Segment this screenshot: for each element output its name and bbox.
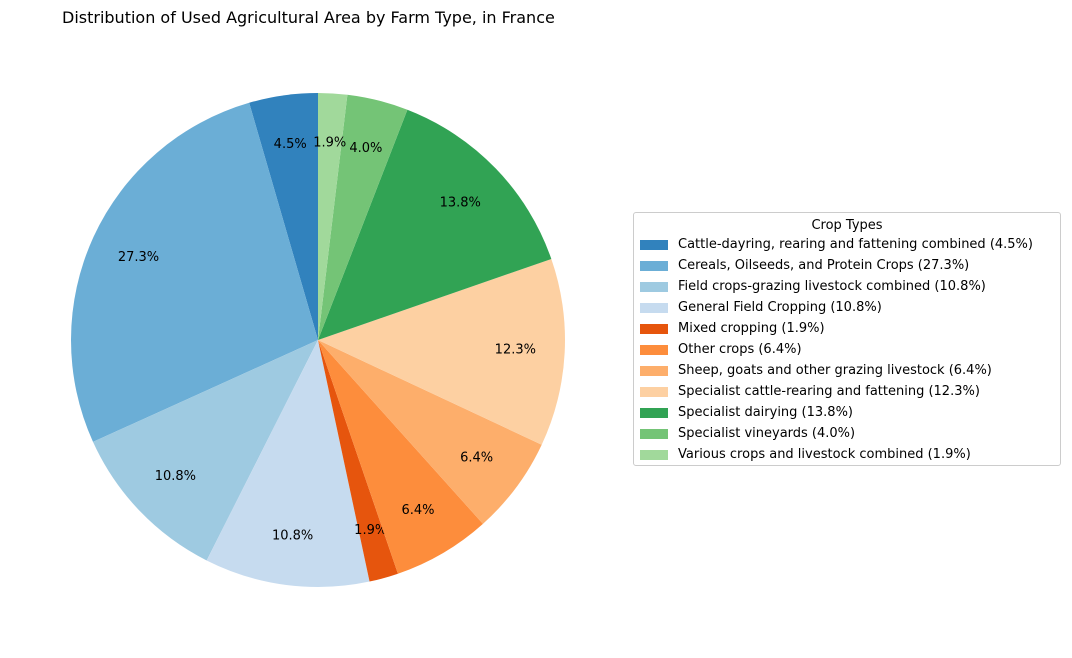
legend: Crop Types Cattle-dayring, rearing and f… <box>633 212 1061 466</box>
legend-swatch <box>640 260 668 271</box>
slice-percent-label: 13.8% <box>440 195 481 210</box>
legend-item: Cattle-dayring, rearing and fattening co… <box>634 234 1060 255</box>
pie-slice <box>318 92 348 340</box>
legend-swatch <box>640 428 668 439</box>
legend-item: General Field Cropping (10.8%) <box>634 297 1060 318</box>
pie-slice <box>318 258 565 445</box>
pie-slice <box>318 340 483 574</box>
legend-swatch <box>640 344 668 355</box>
legend-label: Specialist dairying (13.8%) <box>678 405 853 420</box>
legend-item: Cereals, Oilseeds, and Protein Crops (27… <box>634 255 1060 276</box>
slice-percent-label: 4.5% <box>274 137 307 152</box>
slice-percent-label: 1.9% <box>354 523 387 538</box>
pie-slice <box>318 340 542 524</box>
legend-item: Sheep, goats and other grazing livestock… <box>634 360 1060 381</box>
legend-swatch <box>640 239 668 250</box>
pie-slice <box>249 93 318 340</box>
legend-swatch <box>640 281 668 292</box>
pie-slice <box>318 109 552 340</box>
legend-item: Specialist vineyards (4.0%) <box>634 423 1060 444</box>
pie-slice <box>93 340 318 561</box>
legend-item: Field crops-grazing livestock combined (… <box>634 276 1060 297</box>
pie-slice <box>206 340 370 588</box>
slice-percent-label: 6.4% <box>401 503 434 518</box>
legend-item: Specialist cattle-rearing and fattening … <box>634 381 1060 402</box>
slice-percent-label: 27.3% <box>118 250 159 265</box>
slice-percent-label: 1.9% <box>313 135 346 150</box>
legend-item: Mixed cropping (1.9%) <box>634 318 1060 339</box>
slice-percent-label: 12.3% <box>495 343 536 358</box>
legend-label: General Field Cropping (10.8%) <box>678 300 882 315</box>
legend-swatch <box>640 302 668 313</box>
slice-percent-label: 10.8% <box>155 469 196 484</box>
pie-chart: 4.5% 27.3% 10.8% 10.8% 1.9% 6.4% 6.4% 12.3% 13.8… <box>71 92 565 588</box>
legend-swatch <box>640 407 668 418</box>
legend-swatch <box>640 365 668 376</box>
slice-percent-label: 4.0% <box>349 141 382 156</box>
legend-swatch <box>640 449 668 460</box>
legend-title: Crop Types <box>811 218 883 233</box>
pie-slice <box>318 94 408 340</box>
pie-slice <box>71 102 318 442</box>
legend-label: Cattle-dayring, rearing and fattening co… <box>678 237 1033 252</box>
legend-label: Mixed cropping (1.9%) <box>678 321 825 336</box>
legend-swatch <box>640 323 668 334</box>
legend-label: Various crops and livestock combined (1.… <box>678 447 971 462</box>
chart-title: Distribution of Used Agricultural Area b… <box>62 8 555 27</box>
legend-item: Various crops and livestock combined (1.… <box>634 444 1060 465</box>
legend-label: Field crops-grazing livestock combined (… <box>678 279 986 294</box>
legend-label: Specialist cattle-rearing and fattening … <box>678 384 980 399</box>
legend-label: Specialist vineyards (4.0%) <box>678 426 856 441</box>
legend-swatch <box>640 386 668 397</box>
slice-percent-label: 10.8% <box>272 528 313 543</box>
pie-slice <box>318 340 398 582</box>
legend-label: Other crops (6.4%) <box>678 342 802 357</box>
legend-label: Sheep, goats and other grazing livestock… <box>678 363 992 378</box>
legend-item: Other crops (6.4%) <box>634 339 1060 360</box>
slice-percent-label: 6.4% <box>460 450 493 465</box>
legend-label: Cereals, Oilseeds, and Protein Crops (27… <box>678 258 970 273</box>
legend-item: Specialist dairying (13.8%) <box>634 402 1060 423</box>
